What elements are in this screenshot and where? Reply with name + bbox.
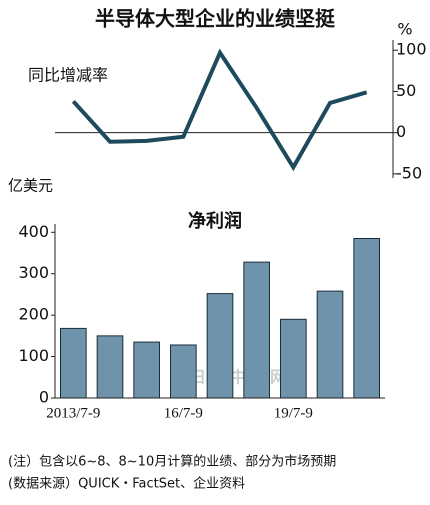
bar (96, 335, 124, 399)
chart-title: 半导体大型企业的业绩坚挺 (95, 7, 336, 31)
bar (170, 344, 197, 399)
bar (60, 327, 87, 399)
y-tick-label: 300 (18, 263, 49, 282)
y-tick-label: 200 (18, 305, 49, 324)
note: (注）包含以6~8、8~10月计算的业绩、部分为市场预期 (8, 454, 336, 470)
y-tick-label: 100 (396, 40, 427, 59)
bar (353, 238, 381, 399)
x-tick-label: 19/7-9 (274, 405, 313, 421)
line (71, 48, 368, 172)
unit-label: 亿美元 (8, 177, 53, 195)
bar (243, 261, 270, 399)
y-tick-label: 0 (396, 122, 406, 141)
bar (206, 293, 234, 399)
bar (316, 290, 344, 399)
bar (133, 341, 160, 399)
bar (280, 318, 307, 399)
y-tick-label: 50 (396, 81, 416, 100)
unit-label: % (397, 20, 412, 39)
watermark: 日经中文网 (190, 368, 290, 387)
x-tick-label: 16/7-9 (164, 405, 203, 421)
y-tick-label: -50 (396, 163, 422, 182)
y-tick-label: 0 (39, 388, 49, 407)
note: (数据来源）QUICK・FactSet、企业资料 (8, 476, 245, 492)
series-label: 同比增减率 (28, 66, 108, 85)
y-tick-label: 400 (18, 222, 49, 241)
y-tick-label: 100 (18, 346, 49, 365)
x-tick-label: 2013/7-9 (46, 405, 100, 421)
series-label: 净利润 (188, 210, 242, 232)
